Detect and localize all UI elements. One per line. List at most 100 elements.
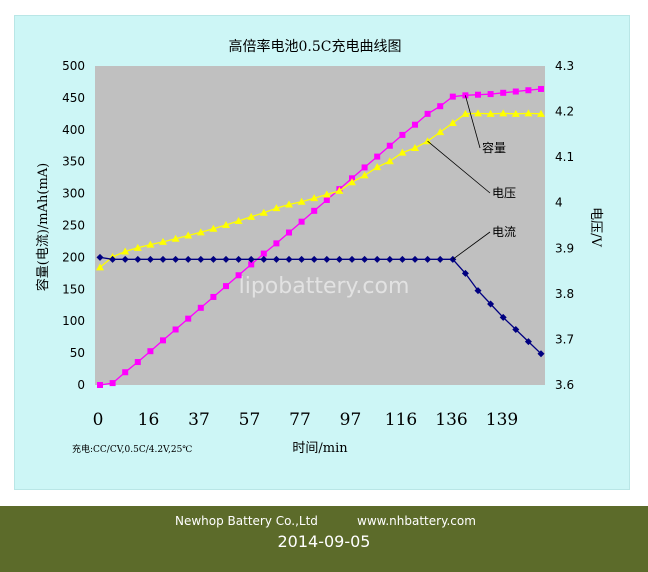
- data-point: [234, 216, 243, 224]
- y-left-tick-label: 500: [62, 59, 85, 73]
- y-right-tick-label: 4: [555, 196, 563, 210]
- x-tick-label: 37: [188, 410, 210, 430]
- data-point: [272, 204, 281, 212]
- charging-curve-chart: 高倍率电池0.5C充电曲线图 lipobattery.com 0 50 100 150…: [35, 38, 603, 456]
- data-point: [525, 87, 532, 94]
- data-point: [487, 300, 495, 308]
- plot-area: [95, 66, 545, 385]
- footer-website[interactable]: www.nhbattery.com: [357, 514, 476, 528]
- data-point: [424, 110, 431, 117]
- y-axis-left-ticks: 0 50 100 150 200 250 300 350 400 450 500: [62, 59, 85, 392]
- y-left-tick-label: 50: [70, 346, 85, 360]
- annotation-label: 容量: [482, 140, 506, 155]
- data-point: [437, 103, 444, 110]
- data-point: [461, 109, 470, 117]
- data-point: [247, 255, 255, 263]
- data-point: [475, 91, 481, 98]
- y-left-tick-label: 450: [62, 91, 85, 105]
- x-tick-label: 16: [138, 410, 160, 430]
- data-point: [133, 243, 142, 251]
- data-point: [398, 255, 406, 263]
- data-point: [386, 255, 394, 263]
- data-point: [386, 142, 393, 149]
- data-point: [146, 255, 154, 263]
- data-point: [361, 255, 369, 263]
- data-point: [235, 255, 243, 263]
- data-point: [298, 255, 306, 263]
- footer-date: 2014-09-05: [277, 532, 371, 551]
- data-point: [235, 272, 242, 279]
- data-point: [310, 255, 318, 263]
- data-point: [487, 91, 494, 98]
- data-point: [97, 382, 103, 388]
- annotation-label: 电压: [492, 186, 516, 200]
- data-point: [323, 255, 331, 263]
- data-point: [412, 121, 418, 128]
- data-point: [474, 109, 482, 117]
- y-right-tick-label: 3.8: [555, 287, 574, 301]
- data-point: [260, 250, 267, 257]
- x-tick-label: 97: [340, 410, 362, 430]
- y-right-tick-label: 3.6: [555, 378, 574, 392]
- data-point: [247, 212, 256, 220]
- data-point: [385, 157, 394, 165]
- y-left-tick-label: 100: [62, 314, 85, 328]
- data-point: [96, 263, 104, 271]
- y-axis-left-label: 容量(电流)/mAh(mA): [35, 163, 51, 291]
- data-point: [184, 231, 193, 239]
- data-point: [121, 247, 130, 255]
- data-point: [272, 255, 280, 263]
- data-point: [172, 326, 179, 333]
- data-point: [500, 89, 507, 96]
- data-point: [311, 207, 318, 214]
- data-point: [222, 221, 230, 229]
- data-point: [398, 148, 407, 156]
- data-point: [524, 338, 532, 346]
- data-point: [297, 197, 306, 205]
- data-point: [197, 255, 205, 263]
- data-point: [160, 337, 166, 344]
- x-tick-label: 139: [486, 410, 518, 430]
- data-point: [222, 255, 230, 263]
- data-point: [172, 255, 180, 263]
- data-point: [259, 208, 268, 216]
- data-point: [134, 359, 141, 366]
- data-point: [147, 348, 154, 355]
- data-point: [322, 190, 331, 198]
- data-point: [524, 109, 533, 117]
- data-point: [512, 325, 520, 333]
- data-point: [210, 293, 217, 300]
- y-right-tick-label: 4.1: [555, 150, 574, 164]
- data-point: [348, 255, 356, 263]
- data-point: [512, 88, 519, 95]
- y-axis-right-ticks: 3.6 3.7 3.8 3.9 4 4.1 4.2 4.3: [555, 59, 574, 392]
- data-point: [436, 128, 445, 136]
- chart-title: 高倍率电池0.5C充电曲线图: [229, 38, 402, 55]
- data-point: [361, 164, 368, 171]
- data-point: [335, 255, 343, 263]
- data-point: [537, 109, 545, 117]
- x-tick-label: 77: [289, 410, 311, 430]
- data-point: [373, 255, 381, 263]
- data-point: [273, 240, 280, 247]
- data-point: [96, 253, 104, 261]
- y-left-tick-label: 150: [62, 282, 85, 296]
- x-axis-ticks: 0 16 37 57 77 97 116 136 139: [93, 410, 519, 430]
- data-point: [122, 369, 129, 376]
- data-point: [323, 196, 330, 203]
- y-right-tick-label: 4.2: [555, 105, 574, 119]
- data-point: [499, 313, 507, 321]
- data-point: [285, 200, 293, 208]
- data-point: [511, 109, 520, 117]
- data-point: [411, 255, 419, 263]
- data-point: [260, 255, 268, 263]
- data-point: [360, 171, 369, 179]
- data-point: [134, 255, 142, 263]
- data-point: [184, 255, 192, 263]
- data-point: [286, 229, 292, 236]
- data-point: [448, 118, 457, 126]
- data-point: [310, 194, 319, 202]
- data-point: [298, 218, 305, 225]
- data-point: [374, 153, 381, 160]
- y-left-tick-label: 300: [62, 187, 85, 201]
